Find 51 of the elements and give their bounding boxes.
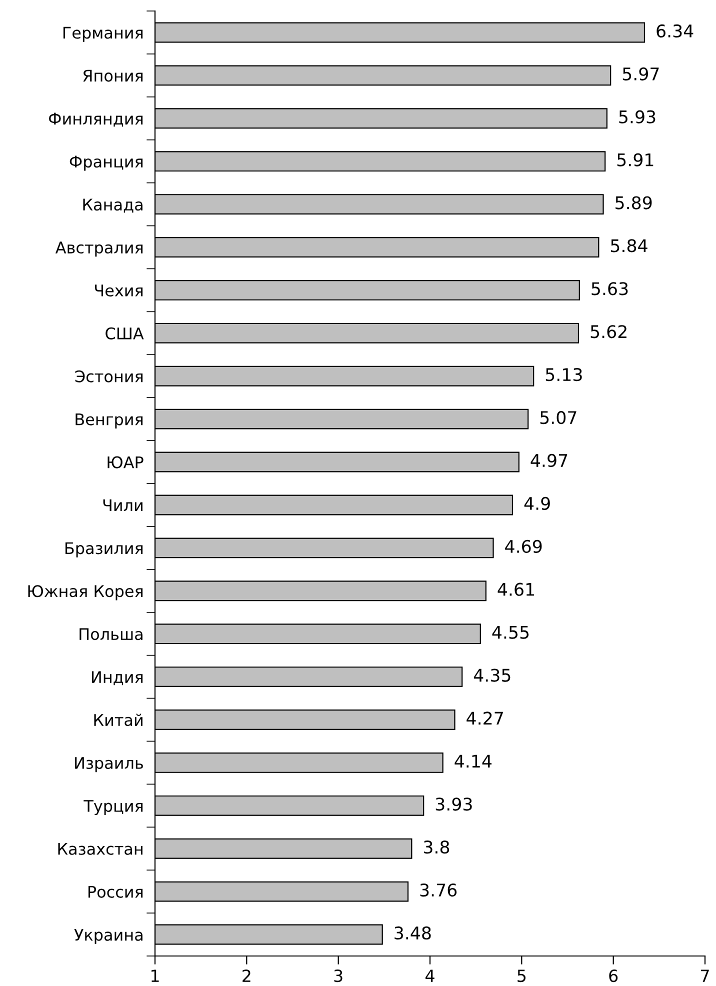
x-tick-label: 2 bbox=[242, 969, 250, 982]
data-label: 3.76 bbox=[420, 883, 457, 897]
data-label: 3.93 bbox=[436, 798, 472, 811]
data-label: 4.61 bbox=[498, 582, 534, 596]
data-label: 4.55 bbox=[492, 626, 529, 639]
y-tick-label: Россия bbox=[88, 886, 143, 898]
y-tick-label: Япония bbox=[83, 70, 143, 82]
y-tick-label: Казахстан bbox=[58, 843, 142, 855]
x-tick-label: 5 bbox=[518, 970, 526, 982]
y-tick-label: Эстония bbox=[75, 370, 143, 382]
y-tick-label: Финляндия bbox=[48, 112, 143, 127]
x-tick-label: 1 bbox=[152, 970, 159, 982]
data-label: 4.35 bbox=[474, 668, 510, 682]
y-tick-label: США bbox=[106, 327, 144, 340]
y-tick-label: Украина bbox=[74, 928, 142, 944]
x-tick-label: 6 bbox=[609, 969, 618, 982]
y-tick-label: Германия bbox=[63, 26, 143, 42]
y-tick-label: Китай bbox=[94, 714, 142, 726]
y-tick-label: Канада bbox=[83, 198, 142, 213]
y-tick-label: Турция bbox=[84, 800, 143, 816]
y-tick-label: Чили bbox=[103, 499, 142, 512]
data-label: 5.89 bbox=[616, 196, 652, 210]
data-label: 3.8 bbox=[424, 840, 450, 854]
y-tick-label: Чехия bbox=[95, 284, 143, 296]
x-tick-label: 3 bbox=[334, 969, 342, 982]
y-tick-label: Польша bbox=[80, 628, 142, 640]
data-label: 3.48 bbox=[394, 926, 431, 940]
y-tick-label: Австралия bbox=[55, 242, 143, 257]
data-label: 4.69 bbox=[505, 540, 542, 553]
x-tick-label: 7 bbox=[701, 970, 709, 982]
y-tick-label: Индия bbox=[92, 671, 143, 686]
data-label: 5.97 bbox=[622, 67, 659, 80]
y-tick-label: ЮАР bbox=[108, 456, 144, 468]
x-tick-label: 4 bbox=[426, 970, 434, 982]
y-tick-label: Бразилия bbox=[66, 542, 143, 558]
data-label: 4.97 bbox=[530, 454, 568, 468]
data-label: 4.14 bbox=[454, 754, 492, 768]
data-label: 5.13 bbox=[546, 368, 582, 382]
data-label: 4.9 bbox=[524, 496, 550, 510]
data-label: 5.91 bbox=[617, 153, 654, 166]
y-tick-label: Израиль bbox=[75, 757, 143, 772]
data-label: 5.62 bbox=[590, 325, 626, 338]
data-label: 6.34 bbox=[656, 24, 694, 38]
y-tick-label: Венгрия bbox=[76, 413, 143, 428]
y-tick-label: Южная Корея bbox=[28, 585, 143, 600]
data-label: 4.27 bbox=[466, 712, 503, 725]
data-label: 5.63 bbox=[592, 282, 628, 296]
data-label: 5.07 bbox=[540, 410, 576, 424]
data-label: 5.84 bbox=[611, 239, 648, 252]
y-tick-label: Франция bbox=[70, 156, 143, 171]
data-label: 5.93 bbox=[619, 110, 656, 124]
